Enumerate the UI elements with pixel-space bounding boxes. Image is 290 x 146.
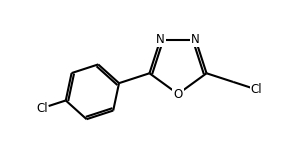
Text: Cl: Cl [250, 83, 262, 96]
Text: Cl: Cl [36, 102, 48, 115]
Text: O: O [173, 87, 183, 100]
Text: N: N [191, 33, 200, 46]
Text: N: N [156, 33, 165, 46]
